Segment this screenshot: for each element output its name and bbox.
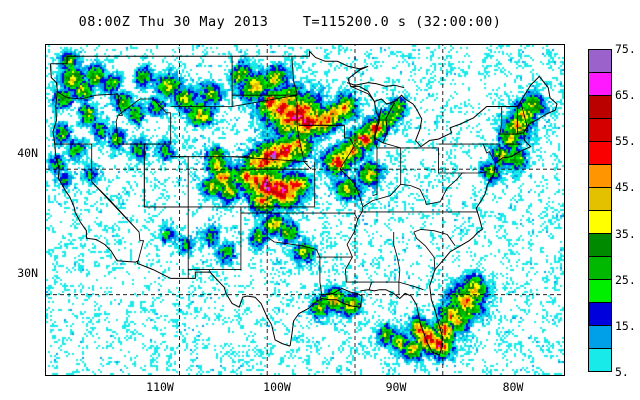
state-border-path xyxy=(296,125,305,162)
colorbar-tick-55: 55. xyxy=(615,134,636,149)
state-border-path xyxy=(413,228,456,247)
colorbar-band-25 xyxy=(589,257,611,280)
figure-title: 08:00Z Thu 30 May 2013 T=115200.0 s (32:… xyxy=(78,14,502,30)
state-border-path xyxy=(499,106,503,135)
state-border-path xyxy=(520,102,529,131)
state-border-path xyxy=(501,102,522,107)
coastline-path xyxy=(49,63,118,262)
axis-label-lon-110w: 110W xyxy=(146,380,174,394)
colorbar-tick-15: 15. xyxy=(615,318,636,333)
state-border-path xyxy=(413,231,436,270)
state-border-path xyxy=(362,183,427,208)
state-border-path xyxy=(497,144,501,158)
state-border-path xyxy=(482,143,495,161)
state-border-path xyxy=(350,86,375,102)
state-border-path xyxy=(117,98,171,116)
state-border-path xyxy=(56,91,119,100)
state-border-path xyxy=(54,143,140,233)
state-border-path xyxy=(368,281,373,290)
state-border-path xyxy=(143,144,189,208)
state-border-path xyxy=(339,125,355,170)
state-border-path xyxy=(373,137,401,149)
state-border-path xyxy=(316,249,323,295)
coastline-path xyxy=(373,94,453,148)
coastline-path xyxy=(373,107,382,138)
coastline-path xyxy=(117,259,291,347)
colorbar-band-65 xyxy=(589,73,611,96)
state-border-path xyxy=(346,219,359,258)
map-plot-area xyxy=(45,44,565,376)
coastline-path xyxy=(360,75,558,356)
colorbar-band-35 xyxy=(589,211,611,234)
colorbar-band-15 xyxy=(589,303,611,326)
radar-reflectivity-layer xyxy=(46,45,564,375)
axis-label-lon-100w: 100W xyxy=(263,380,291,394)
colorbar-tick-45: 45. xyxy=(615,180,636,195)
state-border-path xyxy=(91,181,140,233)
map-boundaries-layer xyxy=(46,45,564,375)
coastline-path xyxy=(289,287,363,347)
state-border-path xyxy=(339,168,364,208)
coastline-path xyxy=(346,82,405,89)
axis-label-lat-40n: 40N xyxy=(17,146,38,160)
state-border-path xyxy=(115,93,124,145)
state-border-path xyxy=(291,56,298,96)
colorbar-band-10 xyxy=(589,326,611,349)
reflectivity-colorbar xyxy=(588,49,612,372)
state-border-path xyxy=(208,269,211,273)
colorbar-tick-75: 75. xyxy=(615,42,636,56)
axis-label-lon-80w: 80W xyxy=(502,380,524,394)
state-border-path xyxy=(398,281,424,291)
coastline-path xyxy=(50,50,375,102)
state-border-path xyxy=(400,147,487,185)
colorbar-tick-35: 35. xyxy=(615,226,636,241)
state-border-path xyxy=(371,281,400,295)
colorbar-band-55 xyxy=(589,119,611,142)
colorbar-tick-65: 65. xyxy=(615,88,636,103)
state-border-path xyxy=(232,94,298,107)
colorbar-band-30 xyxy=(589,234,611,257)
state-border-path xyxy=(232,156,308,163)
state-border-path xyxy=(266,213,317,250)
state-border-path xyxy=(303,161,312,170)
colorbar-band-40 xyxy=(589,188,611,211)
state-border-path xyxy=(372,147,378,197)
state-border-path xyxy=(382,142,401,149)
axis-label-lat-30n: 30N xyxy=(17,266,38,280)
state-border-path xyxy=(393,232,401,283)
axis-label-lon-90w: 90W xyxy=(385,380,407,394)
state-border-path xyxy=(316,256,372,283)
state-border-path xyxy=(294,95,298,126)
colorbar-tick-25: 25. xyxy=(615,272,636,287)
state-border-path xyxy=(426,172,465,205)
state-border-path xyxy=(188,206,242,271)
colorbar-band-60 xyxy=(589,96,611,119)
colorbar-band-50 xyxy=(589,142,611,165)
colorbar-band-5 xyxy=(589,349,611,371)
colorbar-band-20 xyxy=(589,280,611,303)
state-border-path xyxy=(499,132,524,135)
state-border-path xyxy=(137,231,145,261)
state-border-path xyxy=(314,206,364,221)
colorbar-band-45 xyxy=(589,165,611,188)
state-border-path xyxy=(118,112,172,145)
colorbar-tick-5: 5. xyxy=(615,365,629,379)
colorbar-band-70 xyxy=(589,50,611,73)
